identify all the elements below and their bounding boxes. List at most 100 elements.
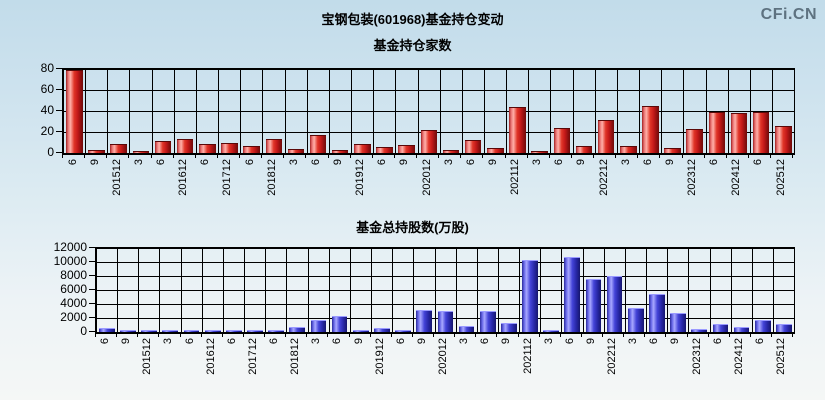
bar-slot [640, 69, 663, 153]
fund-shares-plot-area [95, 247, 795, 334]
blue-bar [204, 330, 221, 332]
x-tick-label: 202012 [437, 338, 450, 375]
bar-slot [711, 248, 732, 332]
bar-slot [662, 69, 685, 153]
bar-slot [436, 248, 457, 332]
bar-slot [732, 248, 753, 332]
bar-slot [751, 69, 773, 153]
fund-shares-x-axis-ticks [95, 333, 794, 337]
red-bar [243, 146, 260, 153]
blue-bar [416, 310, 433, 332]
x-tick [540, 333, 561, 337]
bar-slot [529, 69, 552, 153]
fund-shares-x-axis-labels: 6 9 201512 3 6 201612 6 201712 6 201812 3 6 9 201912 6… [95, 338, 792, 393]
red-bar [575, 146, 593, 153]
y-tick-label: 6000 [60, 282, 87, 296]
x-tick-label: 201912 [354, 159, 367, 196]
x-tick [519, 333, 540, 337]
x-tick [730, 333, 751, 337]
bar-slot [626, 248, 648, 332]
bar-slot [541, 248, 563, 332]
x-tick [497, 333, 519, 337]
fund-shares-chart-title: 基金总持股数(万股) [356, 220, 469, 235]
x-tick-label: 6 [563, 338, 576, 345]
x-tick-label: 6 [309, 159, 322, 166]
x-tick [262, 154, 285, 158]
bar-slot [330, 248, 351, 332]
bar-slot [374, 69, 397, 153]
red-bar [730, 113, 748, 153]
blue-bar [543, 330, 560, 332]
x-tick [138, 333, 160, 337]
y-tick [56, 131, 62, 132]
y-tick-label: 20 [40, 124, 54, 138]
bar-slot [263, 69, 286, 153]
blue-bar [162, 330, 179, 332]
x-tick-label: 202212 [606, 338, 619, 375]
y-tick [56, 68, 62, 69]
bar-slot [64, 69, 87, 153]
x-tick-label: 6 [394, 338, 407, 345]
red-bar [487, 148, 504, 153]
red-bar [642, 106, 659, 153]
x-tick-label: 201812 [265, 159, 278, 196]
blue-bar [289, 327, 306, 332]
bar-slot [203, 248, 224, 332]
x-tick-label: 202012 [420, 159, 433, 196]
red-bar [664, 148, 681, 153]
x-tick-label: 6 [752, 159, 765, 166]
bar-slot [551, 69, 574, 153]
x-tick-label: 6 [708, 159, 721, 166]
red-bar [752, 112, 770, 153]
y-tick [89, 275, 95, 276]
red-bar [154, 141, 172, 153]
x-tick [202, 333, 223, 337]
y-tick-label: 2000 [60, 310, 87, 324]
x-tick [63, 154, 86, 158]
bar-slot [584, 248, 605, 332]
x-tick-label: 3 [162, 338, 175, 345]
x-tick [749, 154, 771, 158]
x-tick [351, 154, 373, 158]
x-tick [666, 333, 688, 337]
x-tick [603, 333, 625, 337]
fund-holders-chart-title: 基金持仓家数 [373, 38, 452, 53]
x-tick-label: 6 [99, 338, 112, 345]
y-tick-label: 10000 [53, 254, 87, 268]
x-tick-label: 6 [268, 338, 281, 345]
x-tick-label: 3 [627, 338, 640, 345]
bar-slot [393, 248, 415, 332]
bar-slot [478, 248, 499, 332]
x-tick-label: 6 [66, 159, 79, 166]
bar-slot [507, 69, 530, 153]
x-tick-label: 201512 [141, 338, 154, 375]
blue-bar [606, 276, 623, 332]
fund-holders-x-axis-labels: 6 9 201512 3 6 201612 6 201712 6 201812 3 6 9 201912 6… [62, 159, 792, 214]
x-tick [265, 333, 287, 337]
bar-slot [182, 248, 203, 332]
x-tick-label: 9 [332, 159, 345, 166]
bar-slot [308, 69, 330, 153]
x-tick-label: 201512 [110, 159, 123, 196]
blue-bar [268, 330, 284, 332]
x-tick-label: 3 [458, 338, 471, 345]
x-tick-label: 201612 [177, 159, 190, 196]
blue-bar [141, 330, 158, 332]
red-bar [309, 135, 327, 153]
x-tick-label: 201712 [246, 338, 259, 375]
bar-slot [729, 69, 751, 153]
x-tick [329, 154, 351, 158]
red-bar [88, 150, 105, 153]
x-tick-label: 202512 [774, 159, 787, 196]
x-tick-label: 6 [376, 159, 389, 166]
blue-bar [458, 326, 475, 332]
x-tick [373, 154, 395, 158]
bar-slot [309, 248, 330, 332]
red-bar [331, 150, 349, 153]
x-tick [174, 154, 196, 158]
red-bar [199, 144, 216, 153]
x-tick-label: 3 [542, 338, 555, 345]
x-tick-label: 201612 [204, 338, 217, 375]
bar-slot [160, 248, 182, 332]
